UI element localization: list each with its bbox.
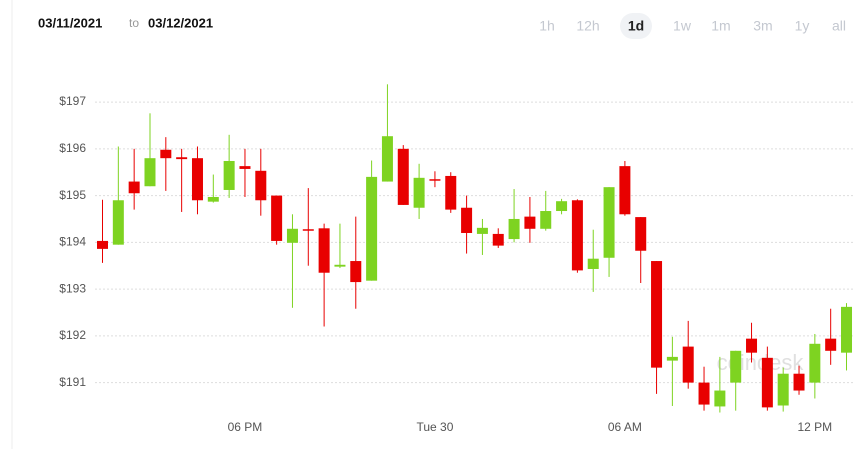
x-tick-label: Tue 30 (416, 420, 453, 434)
candle-body (160, 149, 172, 159)
candle-body (651, 261, 663, 368)
candle-body (255, 170, 267, 201)
candle-body (809, 343, 821, 383)
y-tick-label: $195 (59, 188, 86, 202)
candle-body (128, 181, 140, 194)
range-button[interactable]: 1m (711, 18, 730, 34)
candle-body (223, 160, 235, 190)
candle-body (239, 166, 251, 169)
candle-body (176, 157, 188, 160)
candle-body (524, 216, 536, 229)
range-button[interactable]: 1w (673, 18, 692, 34)
date-to-word: to (129, 16, 139, 30)
date-from[interactable]: 03/11/2021 (38, 15, 102, 30)
candle-body (381, 136, 393, 182)
candle-body (761, 357, 773, 408)
candle-body (334, 264, 346, 267)
candle-body (492, 233, 504, 246)
candle-body (445, 175, 457, 210)
range-button[interactable]: 3m (753, 18, 772, 34)
candle-body (302, 229, 314, 231)
candle-body (397, 148, 409, 205)
candle-body (191, 158, 203, 201)
y-tick-label: $191 (59, 375, 86, 389)
candle-body (746, 338, 758, 353)
candle-body (286, 228, 298, 243)
candle-body (666, 356, 678, 361)
candle-body (714, 390, 726, 407)
candle-body (682, 346, 694, 383)
y-tick-label: $194 (59, 235, 86, 249)
candle-body (587, 258, 599, 269)
candle-body (350, 261, 362, 283)
candle-body (366, 176, 378, 281)
candle-body (207, 196, 219, 202)
y-tick-label: $193 (59, 281, 86, 295)
range-button[interactable]: 1y (795, 18, 810, 34)
range-button[interactable]: all (832, 18, 846, 34)
candle-body (777, 373, 789, 406)
candle-body (841, 306, 853, 353)
x-tick-label: 12 PM (798, 420, 833, 434)
range-button[interactable]: 12h (576, 18, 599, 34)
x-tick-label: 06 AM (608, 420, 642, 434)
candle-body (318, 228, 330, 273)
candle-body (112, 200, 124, 245)
candle-body (698, 382, 710, 405)
x-tick-label: 06 PM (228, 420, 263, 434)
range-button[interactable]: 1d (628, 18, 644, 34)
watermark: coindesk (717, 350, 805, 375)
candle-body (97, 240, 108, 249)
date-to[interactable]: 03/12/2021 (148, 15, 213, 30)
candle-body (540, 211, 552, 229)
candle-body (571, 200, 583, 271)
range-button-bg (620, 13, 652, 39)
candle-body (825, 338, 837, 351)
candle-body (619, 166, 631, 215)
candle-body (271, 195, 283, 241)
candle-body (144, 158, 156, 187)
candle-body (556, 201, 568, 212)
y-tick-label: $196 (59, 141, 86, 155)
candle-body (603, 187, 615, 258)
candle-body (476, 227, 488, 234)
candle-body (429, 179, 441, 181)
y-tick-label: $192 (59, 328, 86, 342)
candle-body (793, 373, 805, 391)
candle-body (635, 217, 647, 251)
candle-body (461, 207, 473, 233)
range-button[interactable]: 1h (539, 18, 555, 34)
candle-body (730, 350, 742, 383)
y-tick-label: $197 (59, 94, 86, 108)
candle-body (508, 218, 520, 240)
candle-body (413, 177, 425, 208)
